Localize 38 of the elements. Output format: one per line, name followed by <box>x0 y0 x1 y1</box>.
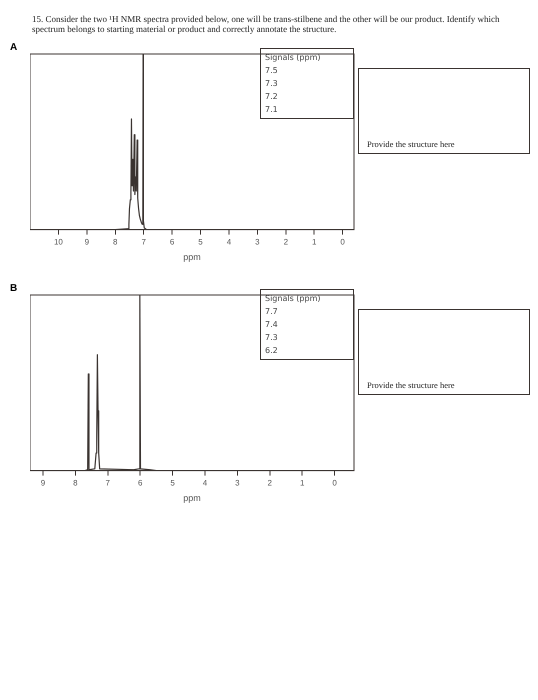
annotation: Signals (ppm) <box>265 52 322 64</box>
x-tick-label: 7 <box>141 238 146 247</box>
x-tick-label: 4 <box>226 238 232 247</box>
x-tick-label: 9 <box>40 478 46 488</box>
x-tick-label: 9 <box>84 238 90 247</box>
x-tick-label: 8 <box>73 478 78 488</box>
x-tick-label: 7 <box>106 478 111 488</box>
x-tick-label: 3 <box>255 238 260 247</box>
text: Provide the structure here <box>367 380 455 390</box>
annotation: 7.3 <box>265 332 279 344</box>
annotation: 7.5 <box>265 65 279 77</box>
x-tick-label: 0 <box>340 238 346 247</box>
annotation: 7.3 <box>265 78 279 90</box>
x-axis-title: ppm <box>183 493 201 504</box>
x-tick-label: 1 <box>312 238 317 247</box>
x-tick-label: 2 <box>284 238 289 247</box>
x-tick-label: 5 <box>198 238 204 247</box>
annotation: 7.2 <box>265 91 279 103</box>
chart-title: 15. Consider the two ¹H NMR spectra provided below, one will be trans-stilbene and the other will be our product. Identify which spectrum belongs to starting material or product and correctly annotate the structure. <box>32 14 501 34</box>
annotation: 7.1 <box>265 104 279 116</box>
annotation: 7.4 <box>265 319 279 331</box>
x-tick-label: 4 <box>202 478 208 488</box>
chart-subtitle: A <box>10 42 18 53</box>
text: Provide the structure here <box>367 139 455 149</box>
x-tick-label: 6 <box>138 478 143 488</box>
x-tick-label: 1 <box>300 478 305 488</box>
x-tick-label: 8 <box>113 238 118 247</box>
x-tick-label: 10 <box>54 238 64 247</box>
x-tick-label: 3 <box>235 478 240 488</box>
x-tick-label: 2 <box>268 478 273 488</box>
x-axis-title: ppm <box>183 252 201 262</box>
annotation: 6.2 <box>265 345 279 357</box>
x-tick-label: 5 <box>170 478 176 488</box>
annotation: Signals (ppm) <box>265 293 322 305</box>
x-tick-label: 0 <box>332 478 338 488</box>
annotation: 7.7 <box>265 306 279 318</box>
chart-subtitle: B <box>10 283 18 294</box>
x-tick-label: 6 <box>170 238 175 247</box>
